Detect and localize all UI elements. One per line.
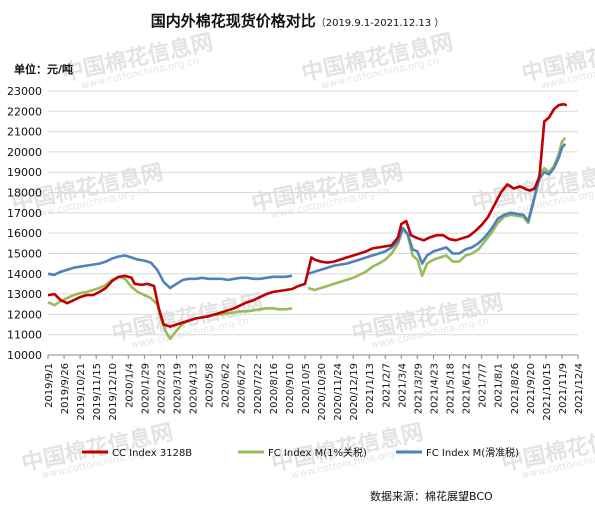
x-tick-label: 2020/3/19 (172, 363, 183, 414)
series-lines (47, 102, 568, 341)
x-tick-label: 2019/9/26 (60, 363, 71, 414)
y-tick-label: 17000 (7, 207, 42, 220)
y-tick-label: 15000 (7, 247, 42, 260)
x-tick-label: 2021/11/9 (558, 363, 569, 414)
legend-label: FC Index M(1%关税) (268, 446, 367, 459)
x-tick-label: 2020/9/10 (285, 363, 296, 414)
y-tick-label: 13000 (7, 288, 42, 301)
y-tick-label: 20000 (7, 146, 42, 159)
legend-label: CC Index 3128B (112, 448, 192, 459)
x-tick-label: 2020/10/30 (317, 363, 328, 421)
y-tick-label: 12000 (7, 308, 42, 321)
x-tick-label: 2020/2/23 (156, 363, 167, 414)
grid-lines (48, 90, 578, 356)
y-tick-label: 22000 (7, 105, 42, 118)
x-tick-label: 2019/11/15 (92, 363, 103, 421)
y-tick-label: 10000 (7, 349, 42, 362)
x-tick-label: 2021/10/15 (542, 363, 553, 421)
x-tick-label: 2020/1/29 (140, 363, 151, 414)
x-tick-label: 2020/12/19 (349, 363, 360, 421)
x-tick-label: 2020/7/22 (253, 363, 264, 414)
x-tick-label: 2020/11/24 (333, 363, 344, 421)
series-line (307, 136, 567, 292)
y-tick-label: 11000 (7, 329, 42, 342)
x-tick-label: 2021/3/29 (413, 363, 424, 414)
x-tick-label: 2021/9/20 (526, 363, 537, 414)
y-axis: 10000 11000 12000 13000 14000 15000 16000 17000… (7, 85, 42, 362)
x-tick-label: 2021/3/4 (397, 363, 408, 408)
x-tick-label: 2020/4/13 (189, 363, 200, 414)
x-tick-label: 2020/6/2 (221, 363, 232, 408)
x-tick-label: 2019/9/1 (44, 363, 55, 408)
x-tick-label: 2021/8/1 (494, 363, 505, 408)
x-tick-label: 2020/5/8 (205, 363, 216, 408)
x-tick-label: 2021/12/4 (574, 363, 585, 414)
y-tick-label: 14000 (7, 268, 42, 281)
x-tick-label: 2020/10/5 (301, 363, 312, 414)
x-tick-label: 2019/10/21 (76, 363, 87, 421)
chart-title-range: （2019.9.1-2021.12.13 ） (315, 18, 445, 29)
chart-title: 国内外棉花现货价格对比（2019.9.1-2021.12.13 ） (0, 10, 595, 31)
x-tick-label: 2021/1/13 (365, 363, 376, 414)
x-tick-label: 2021/4/23 (429, 363, 440, 414)
x-tick-label: 2020/1/4 (124, 363, 135, 408)
x-tick-label: 2021/6/12 (462, 363, 473, 414)
y-tick-label: 16000 (7, 227, 42, 240)
x-tick-label: 2021/2/7 (381, 363, 392, 408)
series-line (47, 254, 293, 290)
legend-label: FC Index M(滑准税) (426, 446, 519, 459)
series-line (47, 102, 568, 328)
x-tick-label: 2020/6/27 (237, 363, 248, 414)
x-tick-label: 2021/8/26 (510, 363, 521, 414)
x-axis: 2019/9/1 2019/9/26 2019/10/21 2019/11/15 201… (44, 355, 585, 421)
x-tick-label: 2019/12/10 (108, 363, 119, 421)
x-tick-label: 2020/8/16 (269, 363, 280, 414)
y-tick-label: 21000 (7, 126, 42, 139)
y-tick-label: 23000 (7, 85, 42, 98)
unit-label: 单位：元/吨 (14, 63, 74, 76)
legend: CC Index 3128B FC Index M(1%关税) FC Index M… (82, 446, 519, 459)
source-label: 数据来源：棉花展望BCO (370, 490, 493, 503)
x-tick-label: 2021/7/7 (478, 363, 489, 408)
chart-title-main: 国内外棉花现货价格对比 (150, 12, 316, 30)
y-tick-label: 18000 (7, 187, 42, 200)
series-line (307, 142, 567, 276)
series-line (47, 275, 293, 341)
y-tick-label: 19000 (7, 166, 42, 179)
x-tick-label: 2021/5/18 (446, 363, 457, 414)
